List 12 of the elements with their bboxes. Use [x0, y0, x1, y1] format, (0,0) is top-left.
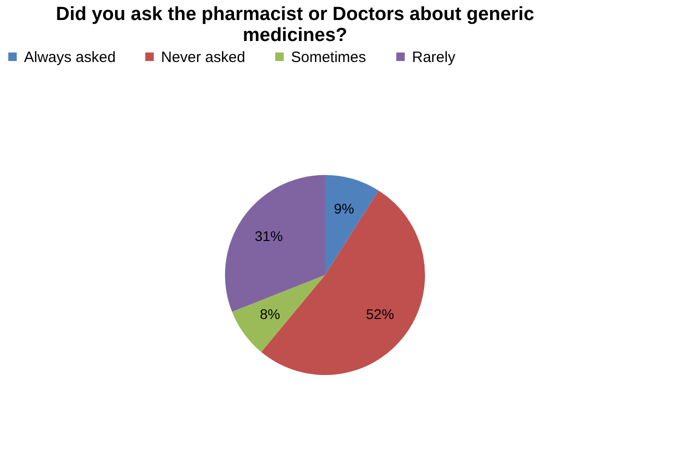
text: Did you ask the pharmacist or Doctors about generic [56, 4, 534, 25]
data-label: 8% [260, 306, 280, 322]
legend-label: Sometimes [291, 48, 366, 66]
data-label: 31% [254, 228, 283, 244]
text: medicines? [242, 25, 348, 46]
legend-label: Never asked [161, 48, 246, 66]
data-label: 52% [366, 306, 394, 322]
legend-label: Rarely [412, 48, 456, 66]
legend-label: Always asked [24, 48, 116, 66]
data-label: 9% [334, 200, 354, 217]
pie-slice [232, 275, 325, 352]
pie-slice [325, 175, 379, 275]
